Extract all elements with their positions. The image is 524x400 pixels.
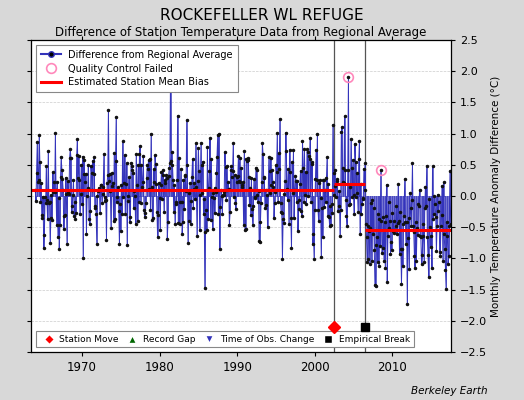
Y-axis label: Monthly Temperature Anomaly Difference (°C): Monthly Temperature Anomaly Difference (… [491,75,501,317]
Text: Berkeley Earth: Berkeley Earth [411,386,487,396]
Title: Difference of Station Temperature Data from Regional Average: Difference of Station Temperature Data f… [56,26,427,39]
Text: ROCKEFELLER WL REFUGE: ROCKEFELLER WL REFUGE [160,8,364,23]
Legend: Station Move, Record Gap, Time of Obs. Change, Empirical Break: Station Move, Record Gap, Time of Obs. C… [36,331,413,348]
